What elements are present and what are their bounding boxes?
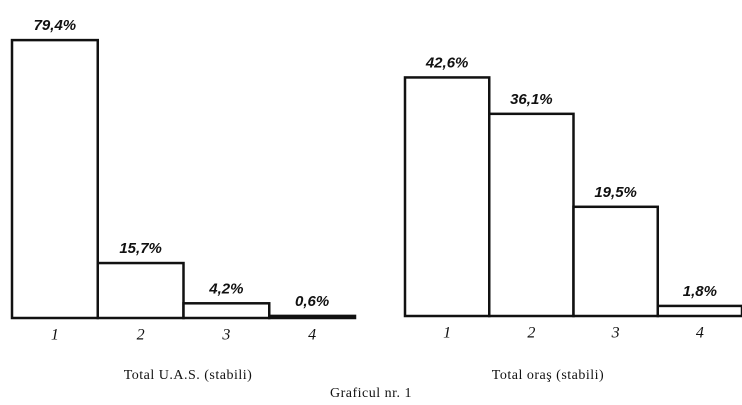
chart-subtitle: Total U.A.S. (stabili) (124, 368, 253, 383)
x-tick-label: 3 (611, 325, 620, 342)
x-tick-label: 2 (137, 327, 145, 344)
bar (96, 261, 185, 320)
bar (268, 314, 357, 320)
bar (488, 112, 575, 318)
bar (10, 38, 99, 320)
value-label: 0,6% (295, 293, 329, 310)
x-tick-label: 3 (221, 327, 230, 344)
value-label: 42,6% (425, 54, 469, 71)
bar (656, 304, 742, 318)
x-tick-label: 2 (527, 325, 535, 342)
bar (572, 205, 659, 318)
chart-subtitle: Total oraş (stabili) (492, 368, 604, 383)
value-label: 19,5% (594, 184, 637, 201)
bar (403, 76, 491, 318)
x-tick-label: 4 (308, 327, 316, 344)
value-label: 79,4% (34, 17, 77, 34)
value-label: 1,8% (683, 283, 717, 300)
x-tick-label: 4 (696, 325, 704, 342)
value-label: 15,7% (119, 240, 162, 257)
x-tick-label: 1 (443, 325, 451, 342)
x-tick-label: 1 (51, 327, 59, 344)
bar (182, 302, 271, 320)
value-label: 4,2% (208, 280, 243, 297)
caption: Graficul nr. 1 (330, 386, 412, 401)
value-label: 36,1% (510, 91, 553, 108)
